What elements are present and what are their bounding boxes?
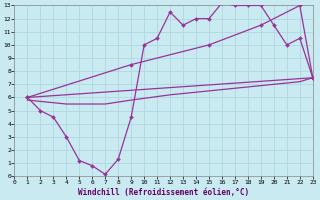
X-axis label: Windchill (Refroidissement éolien,°C): Windchill (Refroidissement éolien,°C) [78, 188, 249, 197]
